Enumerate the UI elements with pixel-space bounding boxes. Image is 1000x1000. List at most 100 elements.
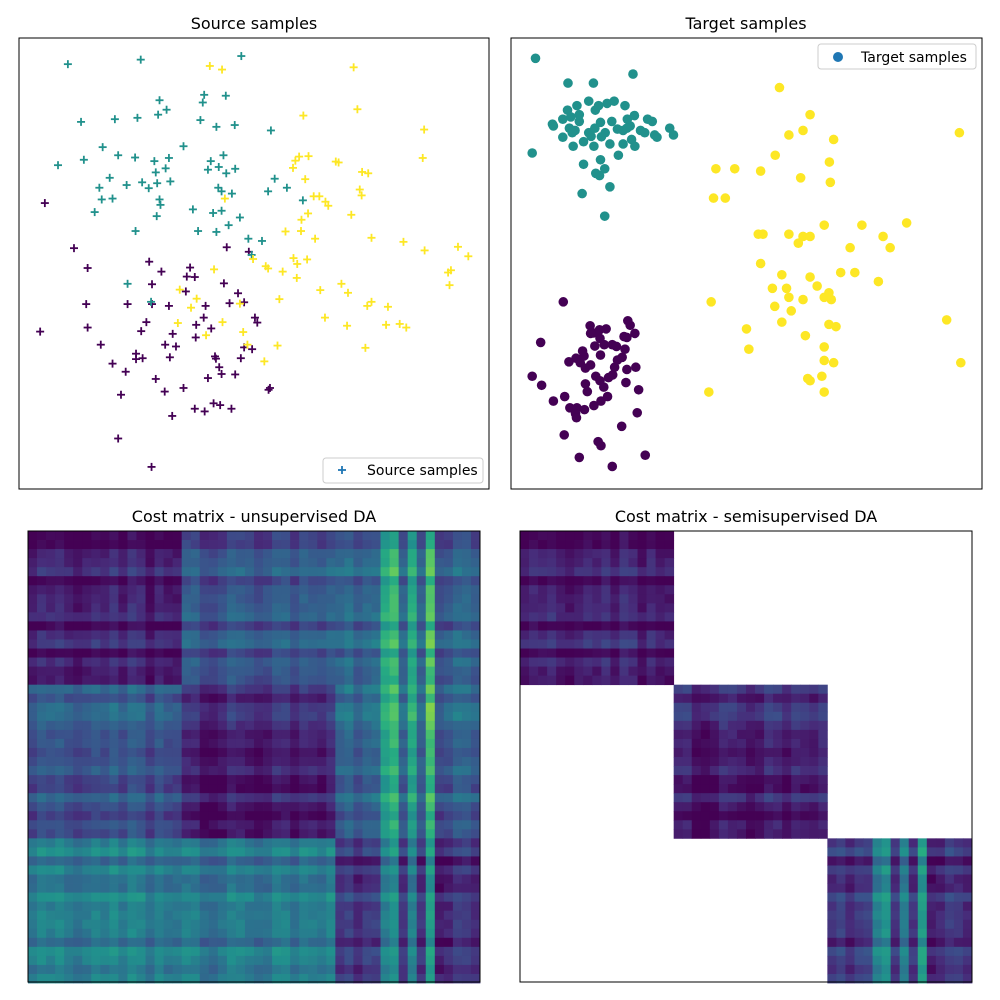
- heatmap-cell: [109, 937, 119, 948]
- heatmap-cell: [452, 675, 463, 686]
- source-point-class1-64: [147, 297, 156, 306]
- heatmap-cell: [290, 847, 300, 857]
- target-point-class2-52: [941, 315, 952, 325]
- target-point-class1-57: [612, 124, 623, 134]
- heatmap-cell: [154, 738, 164, 749]
- heatmap-cell: [917, 883, 928, 893]
- heatmap-cell: [82, 558, 92, 568]
- heatmap-cell: [434, 946, 445, 957]
- heatmap-cell: [727, 820, 738, 830]
- heatmap-cell: [380, 820, 390, 830]
- heatmap-cell: [443, 666, 454, 677]
- heatmap-cell: [335, 738, 345, 749]
- heatmap-cell: [109, 594, 119, 604]
- heatmap-cell: [520, 540, 530, 550]
- heatmap-cell: [317, 657, 327, 667]
- heatmap-cell: [434, 612, 445, 622]
- heatmap-cell: [290, 747, 300, 758]
- heatmap-cell: [226, 811, 237, 821]
- heatmap-cell: [628, 612, 638, 622]
- heatmap-cell: [673, 820, 684, 830]
- heatmap-cell: [380, 549, 390, 559]
- heatmap-cell: [37, 820, 47, 830]
- heatmap-cell: [308, 594, 318, 604]
- heatmap-cell: [109, 567, 119, 577]
- heatmap-cell: [91, 711, 101, 722]
- heatmap-cell: [470, 964, 481, 975]
- source-point-class2-4: [353, 105, 362, 114]
- heatmap-cell: [470, 883, 481, 893]
- heatmap-cell: [254, 711, 264, 722]
- heatmap-cell: [443, 684, 454, 695]
- heatmap-cell: [443, 775, 454, 785]
- source-point-class0-59: [147, 462, 156, 471]
- heatmap-cell: [443, 856, 454, 866]
- heatmap-cell: [890, 964, 901, 975]
- heatmap-cell: [872, 973, 882, 984]
- heatmap-cell: [353, 811, 363, 821]
- heatmap-cell: [380, 973, 390, 984]
- heatmap-cell: [407, 711, 418, 722]
- target-point-class0-56: [623, 315, 633, 326]
- heatmap-cell: [46, 648, 56, 658]
- heatmap-cell: [461, 630, 472, 640]
- source-point-class2-64: [446, 266, 455, 275]
- heatmap-cell: [73, 711, 83, 722]
- heatmap-cell: [529, 630, 539, 640]
- heatmap-cell: [709, 811, 720, 821]
- heatmap-cell: [362, 594, 372, 604]
- heatmap-cell: [443, 630, 454, 640]
- heatmap-cell: [764, 684, 774, 695]
- heatmap-cell: [353, 702, 363, 713]
- source-point-class1-30: [166, 177, 175, 186]
- heatmap-cell: [308, 747, 318, 758]
- heatmap-cell: [335, 847, 345, 857]
- heatmap-cell: [82, 567, 92, 577]
- heatmap-cell: [655, 657, 666, 667]
- heatmap-cell: [299, 901, 309, 912]
- heatmap-cell: [718, 711, 729, 722]
- heatmap-cell: [55, 829, 65, 839]
- heatmap-cell: [335, 585, 345, 595]
- heatmap-cell: [217, 576, 228, 586]
- heatmap-cell: [520, 603, 530, 613]
- heatmap-cell: [344, 666, 354, 677]
- heatmap-cell: [145, 684, 155, 695]
- heatmap-cell: [136, 720, 146, 731]
- heatmap-cell: [145, 648, 155, 658]
- heatmap-cell: [461, 937, 472, 948]
- heatmap-cell: [190, 585, 201, 595]
- heatmap-cell: [127, 711, 137, 722]
- target-point-class0-40: [611, 341, 622, 352]
- heatmap-cell: [398, 919, 409, 930]
- heatmap-cell: [755, 729, 765, 740]
- source-point-class2-54: [275, 295, 284, 304]
- heatmap-cell: [736, 729, 747, 740]
- heatmap-cell: [46, 847, 56, 857]
- heatmap-cell: [91, 919, 101, 930]
- heatmap-cell: [299, 657, 309, 667]
- heatmap-cell: [91, 531, 101, 541]
- heatmap-cell: [154, 720, 164, 731]
- heatmap-cell: [199, 793, 210, 803]
- heatmap-cell: [317, 973, 327, 984]
- heatmap-cell: [37, 639, 47, 649]
- heatmap-cell: [583, 549, 593, 559]
- heatmap-cell: [263, 775, 273, 785]
- heatmap-cell: [172, 820, 183, 830]
- target-point-class2-37: [786, 306, 797, 316]
- source-point-class1-17: [114, 151, 123, 160]
- heatmap-cell: [809, 757, 819, 767]
- heatmap-cell: [637, 621, 647, 631]
- heatmap-cell: [398, 964, 409, 975]
- heatmap-cell: [353, 973, 363, 984]
- heatmap-cell: [190, 540, 201, 550]
- heatmap-cell: [263, 729, 273, 740]
- heatmap-cell: [583, 576, 593, 586]
- heatmap-cell: [335, 639, 345, 649]
- heatmap-cell: [145, 784, 155, 794]
- heatmap-cell: [434, 594, 445, 604]
- heatmap-cell: [791, 684, 801, 695]
- heatmap-cell: [127, 729, 137, 740]
- heatmap-cell: [416, 540, 427, 550]
